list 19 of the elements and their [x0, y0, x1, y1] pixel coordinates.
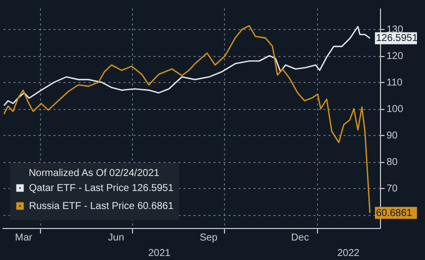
- legend-title: Normalized As Of 02/24/2021: [28, 168, 160, 179]
- y-tick-label: 100: [386, 104, 404, 116]
- line-series: [3, 25, 371, 214]
- text: 2022: [337, 248, 360, 259]
- y-tick-label: 110: [386, 78, 403, 89]
- annotation: 126.5951: [376, 33, 418, 44]
- x-tick-label: Jun: [108, 232, 124, 244]
- annotation: 60.6861: [376, 208, 413, 219]
- y-tick-label: 70: [386, 184, 398, 195]
- legend-label: Russia ETF - Last Price 60.6861: [29, 201, 174, 212]
- legend-label: Qatar ETF - Last Price 126.5951: [29, 183, 174, 194]
- line-series: [3, 26, 371, 106]
- y-tick-label: 120: [386, 51, 404, 62]
- x-tick-label: Mar: [14, 232, 33, 244]
- y-tick-label: 80: [386, 157, 398, 168]
- x-tick-label: Sep: [200, 232, 218, 244]
- x-tick-label: Dec: [291, 232, 309, 244]
- text: 2021: [148, 248, 171, 259]
- y-tick-label: 90: [386, 130, 398, 142]
